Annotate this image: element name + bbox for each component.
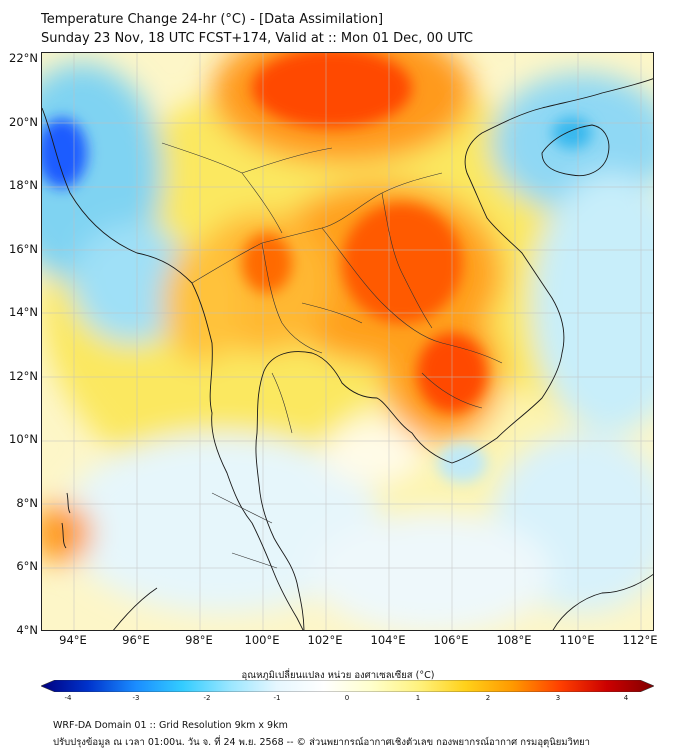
lat-label: 4°N [16,623,38,637]
colorbar-tick: -3 [132,694,140,702]
colorbar-tick: -1 [273,694,281,702]
footer-domain-info: WRF-DA Domain 01 :: Grid Resolution 9km … [53,720,288,731]
lat-label: 14°N [9,305,38,319]
colorbar-tick: 4 [623,694,629,702]
colorbar-tick: -4 [64,694,72,702]
colorbar-tick: 1 [415,694,421,702]
lon-label: 100°E [244,633,280,647]
lon-label: 108°E [496,633,532,647]
lat-label: 12°N [9,369,38,383]
footer-update-info: ปรับปรุงข้อมูล ณ เวลา 01:00น. วัน จ. ที่… [53,737,591,748]
colorbar [41,680,654,692]
lon-label: 94°E [59,633,87,647]
colorbar-tick: 2 [485,694,491,702]
colorbar-tick: 0 [344,694,350,702]
map-title: Temperature Change 24-hr (°C) - [Data As… [41,12,384,27]
lat-label: 6°N [16,559,38,573]
lat-label: 22°N [9,51,38,65]
lat-label: 18°N [9,178,38,192]
colorbar-title: อุณหภูมิเปลี่ยนแปลง หน่วย องศาเซลเซียส (… [241,670,435,681]
lon-label: 102°E [307,633,343,647]
lat-label: 16°N [9,242,38,256]
temperature-change-map [41,52,654,631]
colorbar-tick: -2 [203,694,211,702]
map-subtitle: Sunday 23 Nov, 18 UTC FCST+174, Valid at… [41,31,474,46]
lat-label: 8°N [16,496,38,510]
lon-label: 106°E [433,633,469,647]
lon-label: 112°E [622,633,658,647]
lat-label: 20°N [9,115,38,129]
lon-label: 96°E [122,633,150,647]
lon-label: 104°E [370,633,406,647]
lat-label: 10°N [9,432,38,446]
lon-label: 110°E [559,633,595,647]
colorbar-tick: 3 [555,694,561,702]
lon-label: 98°E [185,633,213,647]
